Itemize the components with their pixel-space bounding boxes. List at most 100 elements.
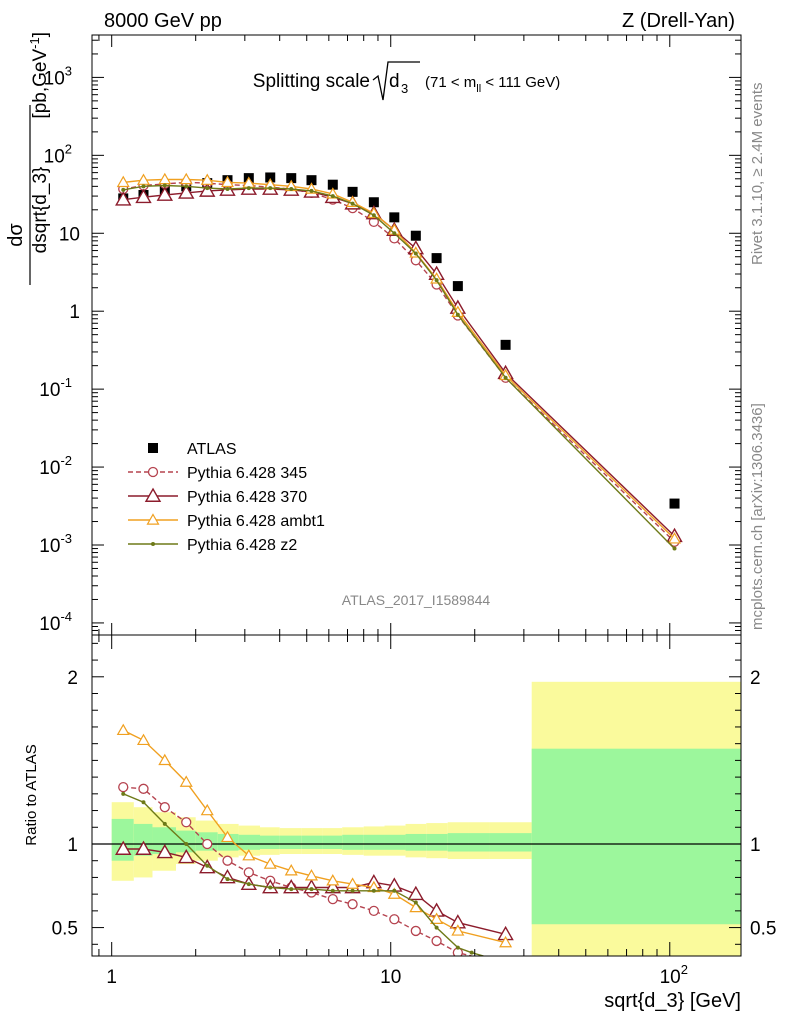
data-point (387, 887, 401, 899)
data-point (144, 487, 162, 502)
data-point (116, 723, 130, 736)
data-point (146, 513, 160, 525)
data-point (184, 841, 189, 846)
y-tick-label: 10 (59, 224, 80, 245)
data-point (263, 857, 277, 869)
band-inner (152, 827, 176, 855)
ratio-series-pythia-6-428-ambt1 (116, 723, 513, 948)
data-point (431, 935, 442, 947)
band-inner (217, 833, 239, 851)
band-inner (405, 833, 427, 851)
ratio-y-tick-label-right: 1 (750, 835, 761, 856)
data-point (242, 848, 256, 861)
data-point (178, 184, 195, 199)
data-point (304, 869, 319, 881)
data-point (184, 184, 189, 189)
legend-label: Pythia 6.428 ambt1 (187, 513, 325, 530)
data-point (289, 887, 294, 892)
data-point (413, 251, 418, 256)
y-tick-label: 10-2 (39, 453, 72, 479)
data-point (141, 184, 146, 189)
data-point (350, 201, 355, 206)
watermark: ATLAS_2017_I1589844 (342, 592, 491, 608)
band-inner (531, 748, 741, 925)
data-point (346, 877, 360, 889)
data-point (503, 375, 508, 380)
ratio-panel: 0.5 0.5 1 1 2 2 1 10 102 Ratio to ATLAS sqrt{d_3… (23, 634, 776, 1012)
ylabel-unit: [pb,GeV-1] (27, 32, 51, 119)
ratio-y-tick-label: 2 (67, 668, 78, 689)
ratio-series-pythia-6-428-z2 (121, 791, 484, 956)
data-point (179, 172, 193, 185)
band-inner (384, 834, 406, 850)
mcplots-label: mcplots.cern.ch [arXiv:1306.3436] (749, 403, 766, 630)
data-point (672, 546, 677, 551)
data-point (289, 186, 294, 191)
data-point (205, 863, 210, 868)
ratio-y-tick-label: 0.5 (52, 919, 78, 940)
y-tick-label: 1 (69, 302, 80, 323)
data-point (347, 899, 358, 910)
y-axis-label: dσ dsqrt{d_3} [pb,GeV-1] (5, 32, 51, 285)
band-inner (468, 833, 490, 852)
data-point (138, 783, 149, 794)
data-point (147, 466, 159, 478)
legend: ATLAS Pythia 6.428 345 Pythia 6.428 370 Pyt… (128, 441, 325, 554)
band-inner (342, 834, 364, 850)
data-point (265, 172, 276, 183)
series-pythia-6-428-ambt1 (116, 172, 682, 544)
data-point (202, 838, 213, 850)
data-point (225, 186, 230, 191)
legend-label: Pythia 6.428 370 (187, 489, 307, 506)
header-right: Z (Drell-Yan) (622, 10, 735, 32)
legend-item: Pythia 6.428 345 (128, 465, 307, 482)
y-tick-label: 102 (44, 141, 72, 167)
uncertainty-bands (111, 681, 741, 956)
data-point (115, 191, 132, 206)
band-inner (322, 835, 343, 849)
data-point (205, 186, 210, 191)
data-point (243, 867, 254, 878)
data-point (368, 905, 380, 917)
data-point (350, 888, 355, 893)
data-point (136, 733, 151, 746)
data-point (121, 791, 126, 796)
ratio-ylabel: Ratio to ATLAS (23, 744, 40, 845)
data-point (286, 173, 297, 184)
data-point (181, 817, 192, 828)
data-point (430, 272, 444, 284)
series-pythia-6-428-z2 (121, 183, 677, 551)
data-point (200, 173, 214, 185)
legend-item: ATLAS (148, 441, 237, 458)
data-point (156, 186, 174, 201)
data-point (222, 855, 233, 866)
band-inner (363, 834, 385, 850)
legend-label: Pythia 6.428 z2 (187, 537, 297, 554)
title-sqrt-sub: 3 (401, 81, 408, 96)
data-point (162, 183, 167, 188)
legend-item: Pythia 6.428 370 (128, 487, 307, 506)
band-inner (301, 835, 323, 849)
data-point (246, 882, 251, 887)
main-marks (115, 172, 683, 551)
data-point (156, 843, 174, 859)
data-point (410, 230, 421, 241)
data-point (178, 848, 195, 864)
band-inner (238, 834, 260, 850)
ratio-y-tick-label: 1 (67, 835, 78, 856)
band-inner (133, 823, 153, 856)
main-panel: 10-4 10-3 10-2 10-1 1 10 102 103 Splitting scal… (5, 32, 742, 636)
main-axes: 10-4 10-3 10-2 10-1 1 10 102 103 (39, 35, 741, 636)
legend-item: Pythia 6.428 z2 (128, 537, 297, 554)
data-point (158, 172, 172, 185)
data-point (330, 194, 335, 199)
data-point (434, 925, 439, 930)
ratio-series-pythia-6-428-370 (115, 840, 514, 941)
data-point (346, 195, 360, 207)
data-point (392, 231, 397, 236)
data-point (135, 840, 152, 855)
data-point (327, 894, 338, 905)
data-point (284, 864, 298, 876)
data-point (431, 253, 442, 264)
